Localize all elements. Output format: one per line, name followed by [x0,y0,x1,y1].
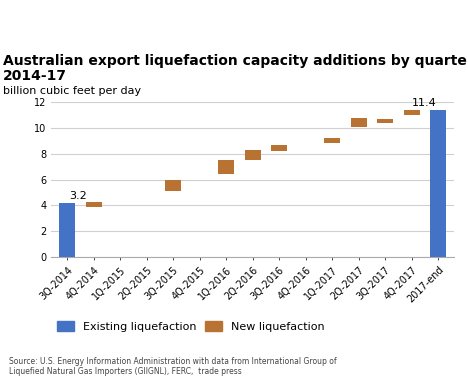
Bar [86,202,102,207]
Bar [351,118,366,127]
Bar [324,138,340,143]
Bar [403,110,419,115]
Text: Australian export liquefaction capacity additions by quarter,: Australian export liquefaction capacity … [3,54,468,68]
Bar [377,119,393,123]
Bar [218,160,234,174]
Text: 3.2: 3.2 [69,191,87,201]
Bar [245,150,261,160]
Text: Source: U.S. Energy Information Administration with data from International Grou: Source: U.S. Energy Information Administ… [9,357,337,376]
Text: 2014-17: 2014-17 [3,70,67,84]
Bar [165,180,181,191]
Bar [59,203,75,257]
Legend: Existing liquefaction, New liquefaction: Existing liquefaction, New liquefaction [57,321,324,332]
Bar [430,110,446,257]
Text: billion cubic feet per day: billion cubic feet per day [3,86,141,96]
Bar [271,145,287,151]
Text: 11.4: 11.4 [412,98,437,108]
